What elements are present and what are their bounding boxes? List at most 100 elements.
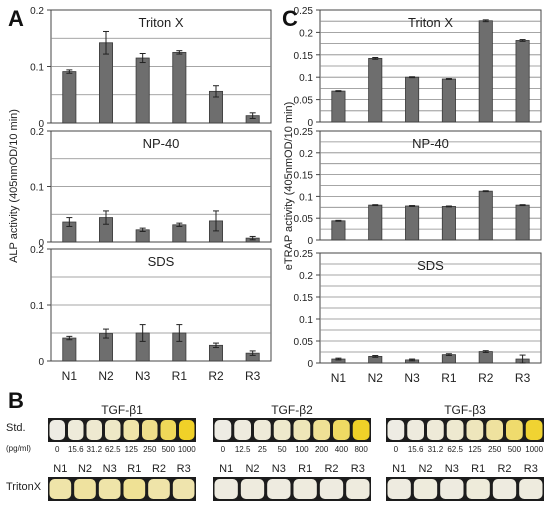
y-tick-label: 0.15 <box>294 293 314 304</box>
bar-n2 <box>368 204 383 241</box>
bar-n1 <box>62 337 77 362</box>
chart-C: eTRAP activity (405nmOD/10 min) 00.050.10… <box>283 6 542 385</box>
sample-label: R1 <box>298 463 312 475</box>
sample-label: N1 <box>53 463 67 475</box>
sample-well <box>319 479 344 499</box>
bar-r2 <box>478 20 493 123</box>
sample-well-frame <box>213 477 371 501</box>
sample-well <box>98 479 121 499</box>
sample-well <box>440 479 464 499</box>
sample-well <box>172 479 195 499</box>
y-tick-label: 0 <box>38 238 44 249</box>
y-tick-label: 0.25 <box>294 6 314 17</box>
concentration-label: 250 <box>488 445 502 454</box>
sample-label: N3 <box>445 463 459 475</box>
sample-well <box>293 479 317 499</box>
concentration-label: 0 <box>55 445 60 454</box>
concentration-label: 62.5 <box>447 445 463 454</box>
subplot-triton-x: 0 0.05 0.1 0.15 0.2 0.25 Triton X <box>294 6 542 129</box>
y-tick-label: 0.2 <box>299 28 313 39</box>
y-tick-label: 0.1 <box>299 73 313 84</box>
std-well <box>506 420 523 440</box>
concentration-label: 250 <box>143 445 157 454</box>
sample-label: R2 <box>324 463 338 475</box>
y-tick-label: 0 <box>38 119 44 130</box>
bar-n3 <box>405 205 420 241</box>
y-tick-label: 0.1 <box>30 301 44 312</box>
x-tick-label: N1 <box>331 371 347 385</box>
y-tick-label: 0 <box>38 357 44 368</box>
concentration-label: 25 <box>258 445 267 454</box>
bar-n2 <box>368 57 383 123</box>
bar-n1 <box>331 220 346 241</box>
concentration-label: 125 <box>125 445 139 454</box>
concentration-label: 125 <box>468 445 482 454</box>
panel-letter-c: C <box>282 6 298 31</box>
x-tick-label: N1 <box>62 369 78 383</box>
unit-label: (pg/ml) <box>6 444 31 453</box>
well-strip-3: TGF-β3 0 15.6 31.2 62.5 125 250 500 1000 N1 N2 N3 R1… <box>386 403 544 501</box>
sample-well <box>267 479 291 499</box>
x-tick-label: R1 <box>441 371 457 385</box>
bar-n1 <box>331 90 346 123</box>
subplot-triton-x: 0 0.1 0.2 Triton X <box>30 6 272 130</box>
sample-well <box>466 479 490 499</box>
std-well <box>123 420 139 440</box>
concentration-label: 0 <box>394 445 399 454</box>
bar-r1 <box>441 78 456 123</box>
y-tick-label: 0.05 <box>294 214 314 225</box>
std-well <box>446 420 464 440</box>
subplot-sds: 0 0.05 0.1 0.15 0.2 0.25 SDS N1 N2 N3 R1 R2 R3 <box>294 249 542 385</box>
subplot-np-40: 0 0.1 0.2 NP-40 <box>30 127 272 249</box>
sample-label: R3 <box>351 463 365 475</box>
x-tick-label: N3 <box>135 369 151 383</box>
concentration-label: 15.6 <box>68 445 84 454</box>
std-well <box>273 420 291 440</box>
sample-label: N3 <box>272 463 286 475</box>
bar-r2 <box>478 190 493 241</box>
std-well <box>352 420 370 440</box>
y-tick-label: 0.2 <box>299 271 313 282</box>
std-well <box>387 420 405 440</box>
sample-well-frame <box>386 477 544 501</box>
y-tick-label: 0.15 <box>294 171 314 182</box>
y-tick-label: 0.05 <box>294 337 314 348</box>
concentration-label: 1000 <box>178 445 196 454</box>
sample-well <box>148 479 170 499</box>
y-tick-label: 0.25 <box>294 127 314 138</box>
panel-letter-a: A <box>8 6 24 31</box>
strip-title: TGF-β3 <box>444 403 486 417</box>
y-tick-label: 0.2 <box>30 245 44 256</box>
bar-r2 <box>478 351 493 364</box>
strip-title: TGF-β1 <box>101 403 143 417</box>
std-well <box>486 420 503 440</box>
row-label-tritonx: TritonX <box>6 481 42 493</box>
std-well <box>86 420 102 440</box>
sample-well <box>123 479 146 499</box>
sample-well <box>492 479 517 499</box>
subplot-np-40: 0 0.05 0.1 0.15 0.2 0.25 NP-40 <box>294 127 542 247</box>
bar-n3 <box>405 76 420 123</box>
std-well <box>105 420 121 440</box>
sample-well <box>74 479 96 499</box>
std-well <box>142 420 158 440</box>
y-tick-label: 0.1 <box>30 183 44 194</box>
x-tick-label: R2 <box>478 371 494 385</box>
concentration-label: 500 <box>162 445 176 454</box>
std-well <box>68 420 84 440</box>
concentration-label: 15.6 <box>408 445 424 454</box>
concentration-label: 400 <box>335 445 349 454</box>
bar-r1 <box>172 224 187 243</box>
x-tick-label: R3 <box>515 371 531 385</box>
subplot-title: Triton X <box>408 15 453 30</box>
concentration-label: 200 <box>315 445 329 454</box>
y-tick-label: 0.2 <box>299 149 313 160</box>
std-label: Std. <box>6 422 26 434</box>
sample-well <box>346 479 370 499</box>
x-tick-label: N2 <box>98 369 114 383</box>
well-strip-1: TGF-β1 0 15.6 31.2 62.5 125 250 500 1000 N1 N2 N3 R1… <box>48 403 196 501</box>
strip-title: TGF-β2 <box>271 403 313 417</box>
chart-A: ALP activity (405nmOD/10 min) 0 0.1 0.2 Trit… <box>8 6 272 383</box>
